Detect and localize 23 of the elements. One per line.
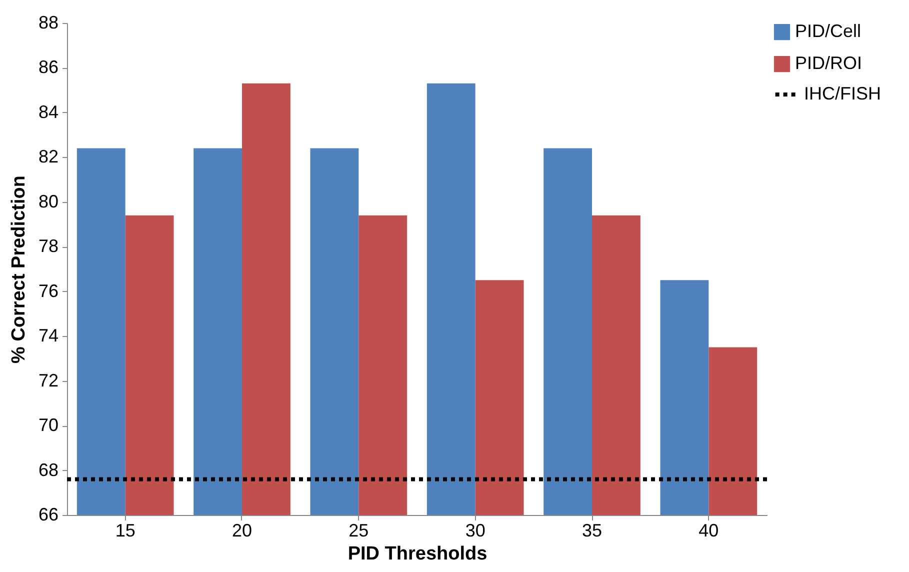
y-tick-label: 76 [38, 280, 58, 301]
y-tick-label: 74 [38, 326, 58, 346]
y-tick-label: 86 [38, 57, 58, 78]
y-tick-label: 88 [38, 12, 58, 32]
legend-label: PID/Cell [795, 21, 862, 41]
x-tick-label: 30 [465, 520, 486, 540]
y-tick-label: 78 [38, 236, 58, 256]
x-axis-title: PID Thresholds [348, 544, 488, 564]
y-tick-label: 68 [38, 460, 58, 480]
y-tick-label: 70 [38, 415, 58, 436]
x-tick-label: 20 [232, 520, 252, 540]
x-tick-label: 40 [698, 520, 719, 540]
y-tick-label: 80 [38, 191, 58, 212]
y-tick-label: 84 [38, 102, 58, 122]
legend-label: IHC/FISH [804, 84, 882, 104]
x-tick-label: 35 [582, 520, 602, 540]
legend-label: PID/ROI [795, 53, 862, 73]
y-tick-label: 66 [38, 504, 58, 524]
y-tick-label: 82 [38, 146, 58, 167]
y-tick-label: 72 [38, 370, 58, 390]
x-tick-label: 15 [115, 520, 136, 540]
x-tick-label: 25 [348, 520, 369, 540]
y-axis-title: % Correct Prediction [8, 176, 30, 364]
